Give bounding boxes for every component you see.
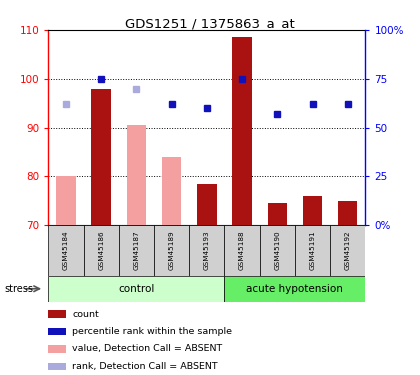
FancyBboxPatch shape — [119, 225, 154, 276]
Bar — [47, 310, 66, 318]
Bar — [47, 328, 66, 336]
Text: GSM45188: GSM45188 — [239, 231, 245, 270]
FancyBboxPatch shape — [224, 225, 260, 276]
FancyBboxPatch shape — [295, 225, 330, 276]
Text: GSM45189: GSM45189 — [168, 231, 175, 270]
FancyBboxPatch shape — [189, 225, 224, 276]
Text: GSM45190: GSM45190 — [274, 231, 280, 270]
Bar — [127, 125, 146, 225]
Bar — [48, 276, 224, 302]
Bar — [224, 276, 365, 302]
FancyBboxPatch shape — [260, 225, 295, 276]
Text: control: control — [118, 284, 155, 294]
Bar — [197, 184, 217, 225]
FancyBboxPatch shape — [48, 225, 84, 276]
Text: stress: stress — [4, 284, 33, 294]
Bar — [47, 363, 66, 370]
Text: rank, Detection Call = ABSENT: rank, Detection Call = ABSENT — [72, 362, 218, 371]
Text: GSM45187: GSM45187 — [134, 231, 139, 270]
Bar — [56, 176, 76, 225]
Text: value, Detection Call = ABSENT: value, Detection Call = ABSENT — [72, 345, 223, 354]
Bar — [232, 38, 252, 225]
Text: GSM45192: GSM45192 — [345, 231, 351, 270]
Text: percentile rank within the sample: percentile rank within the sample — [72, 327, 232, 336]
Text: GSM45193: GSM45193 — [204, 231, 210, 270]
Text: acute hypotension: acute hypotension — [247, 284, 344, 294]
Bar — [92, 88, 111, 225]
FancyBboxPatch shape — [330, 225, 365, 276]
Bar — [303, 196, 322, 225]
Bar — [268, 203, 287, 225]
Text: GSM45184: GSM45184 — [63, 231, 69, 270]
FancyBboxPatch shape — [84, 225, 119, 276]
Text: GSM45191: GSM45191 — [310, 231, 315, 270]
Bar — [47, 345, 66, 353]
FancyBboxPatch shape — [154, 225, 189, 276]
Text: count: count — [72, 310, 99, 319]
Text: GSM45186: GSM45186 — [98, 231, 104, 270]
Text: GDS1251 / 1375863_a_at: GDS1251 / 1375863_a_at — [125, 17, 295, 30]
Bar — [338, 201, 357, 225]
Bar — [162, 157, 181, 225]
